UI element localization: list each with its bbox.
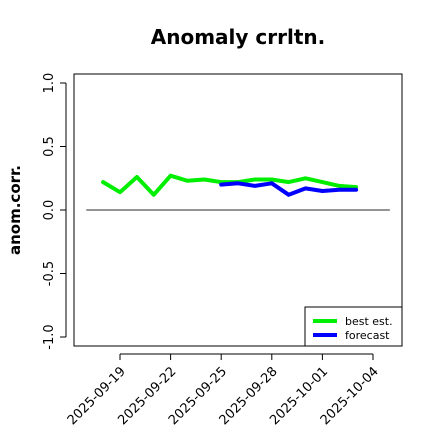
plot-frame xyxy=(73,73,403,347)
y-axis-label: anom.corr. xyxy=(6,165,24,255)
y-tick-label: 1.0 xyxy=(42,73,57,94)
legend-label: best est. xyxy=(345,315,393,328)
y-tick-label: 0.0 xyxy=(42,200,57,221)
y-tick-label: -0.5 xyxy=(42,261,57,286)
legend-box xyxy=(304,306,403,347)
legend: best est.forecast xyxy=(304,306,403,347)
legend-label: forecast xyxy=(345,329,390,342)
y-tick-label: 0.5 xyxy=(42,136,57,157)
y-axis: -1.0 -0.5 0.0 0.5 1.0 xyxy=(42,73,67,350)
series-line-forecast xyxy=(219,181,359,197)
y-tick-label: -1.0 xyxy=(42,324,57,349)
chart-title: Anomaly crrltn. xyxy=(151,25,325,49)
x-axis: 2025-09-192025-09-222025-09-252025-09-28… xyxy=(65,353,382,428)
series-layer xyxy=(101,173,359,197)
